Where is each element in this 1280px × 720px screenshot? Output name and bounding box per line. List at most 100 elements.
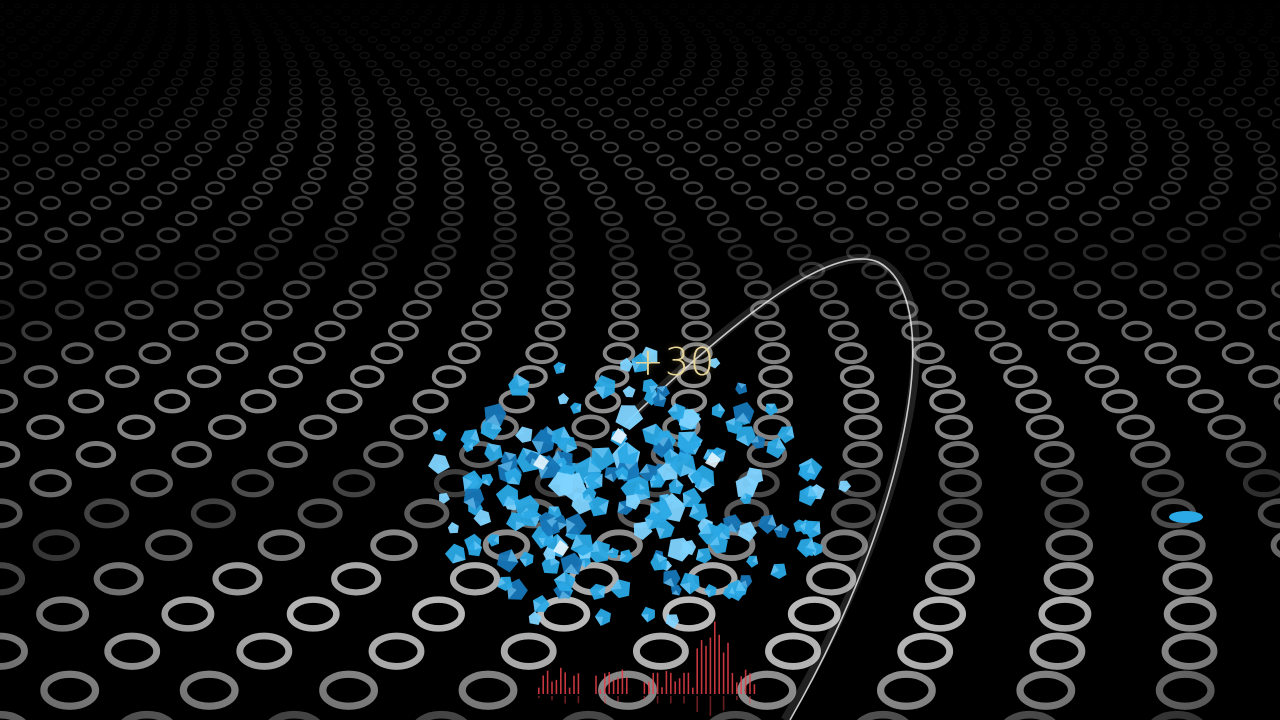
shard-fragment	[533, 595, 550, 612]
shard-fragment	[678, 409, 702, 430]
audio-bar	[709, 637, 712, 694]
shard-fragment	[689, 503, 708, 522]
stray-shard	[1169, 511, 1203, 523]
audio-bar	[612, 679, 615, 694]
shard-fragment	[722, 586, 736, 600]
audio-bar	[661, 687, 663, 694]
audio-bar-reflection	[696, 696, 698, 712]
shard-fragment	[642, 378, 659, 394]
shard-fragment	[802, 520, 821, 539]
shard-fragment	[428, 453, 450, 474]
shard-fragment	[793, 519, 807, 532]
shard-fragment	[711, 403, 726, 419]
audio-bar	[744, 669, 747, 694]
audio-bar	[599, 689, 602, 694]
shard-fragment	[619, 549, 634, 563]
shard-fragment	[560, 552, 583, 575]
shard-fragment	[668, 478, 684, 495]
audio-bar	[714, 621, 716, 694]
shard-fragment	[652, 392, 667, 408]
audio-bar-reflection	[656, 696, 659, 704]
audio-bar	[652, 673, 654, 694]
shard-fragment	[798, 463, 816, 482]
shard-fragment	[508, 373, 530, 396]
shard-fragment	[463, 488, 485, 510]
shard-fragment	[519, 551, 534, 567]
shard-fragment	[745, 467, 764, 486]
audio-bar	[727, 642, 729, 694]
shard-fragment	[570, 402, 582, 414]
shard-highlight	[533, 454, 549, 470]
shard-fragment	[757, 514, 777, 534]
shard-fragment	[663, 448, 679, 465]
audio-bar	[626, 677, 628, 694]
audio-bar-reflection	[604, 696, 606, 704]
audio-bar	[608, 672, 610, 694]
shard-fragment	[547, 471, 574, 497]
audio-bar	[577, 673, 580, 694]
shard-fragment	[750, 435, 766, 449]
audio-bar	[692, 687, 694, 694]
shard-fragment	[746, 555, 759, 568]
audio-bar-reflection	[722, 696, 725, 711]
shard-fragment	[604, 467, 620, 483]
audio-bar-reflection	[683, 696, 685, 704]
shard-fragment	[838, 480, 852, 493]
shard-fragment	[473, 509, 492, 527]
shard-fragment	[704, 583, 717, 598]
shard-fragment	[631, 352, 651, 373]
shard-fragment	[462, 441, 473, 453]
audio-bar-reflection	[577, 696, 580, 704]
shard-fragment	[481, 473, 494, 487]
shard-fragment	[588, 496, 609, 517]
shard-fragment	[679, 572, 700, 595]
shard-fragment	[737, 521, 757, 542]
shard-fragment	[591, 447, 616, 471]
audio-bar	[560, 667, 562, 694]
shard-fragment	[486, 534, 499, 547]
swing-trail-glow	[618, 253, 920, 720]
audio-bar	[722, 652, 725, 694]
shard-fragment	[735, 382, 748, 395]
shard-burst	[428, 346, 1203, 629]
audio-bar-reflection	[749, 696, 751, 704]
shard-fragment	[531, 429, 556, 455]
shard-fragment	[644, 511, 663, 530]
score-popup: +30	[632, 340, 716, 384]
audio-bar-reflection	[551, 696, 553, 701]
shard-fragment	[620, 357, 633, 372]
shard-fragment	[634, 483, 646, 495]
shard-fragment	[777, 426, 795, 444]
shard-fragment	[677, 431, 702, 455]
shard-fragment	[617, 441, 639, 465]
audio-bar	[542, 675, 544, 694]
audio-bar	[674, 681, 676, 694]
audio-bar	[670, 672, 672, 694]
audio-bar-reflection	[564, 696, 566, 704]
swing-trail-line	[624, 258, 914, 720]
shard-fragment	[732, 401, 755, 424]
audio-bar	[656, 672, 659, 694]
audio-bar	[621, 669, 624, 694]
shard-fragment	[709, 536, 728, 554]
audio-bar-reflection	[709, 696, 712, 716]
shard-fragment	[650, 475, 661, 486]
shard-fragment	[665, 614, 680, 629]
shard-fragment	[565, 513, 587, 535]
swing-trail	[618, 253, 920, 720]
shard-fragment	[615, 405, 644, 430]
audio-bar-reflection	[538, 696, 540, 699]
shard-fragment	[663, 569, 681, 588]
shard-fragment	[682, 487, 702, 508]
audio-bar	[564, 672, 566, 694]
audio-bar	[718, 634, 720, 694]
audio-bar	[568, 687, 571, 694]
audio-bar-reflection	[617, 696, 619, 702]
shard-fragment	[642, 423, 666, 446]
shard-fragment	[447, 521, 459, 534]
shard-fragment	[650, 553, 667, 571]
audio-bar	[696, 648, 698, 694]
audio-bar	[678, 678, 681, 694]
audio-bar	[551, 681, 553, 694]
